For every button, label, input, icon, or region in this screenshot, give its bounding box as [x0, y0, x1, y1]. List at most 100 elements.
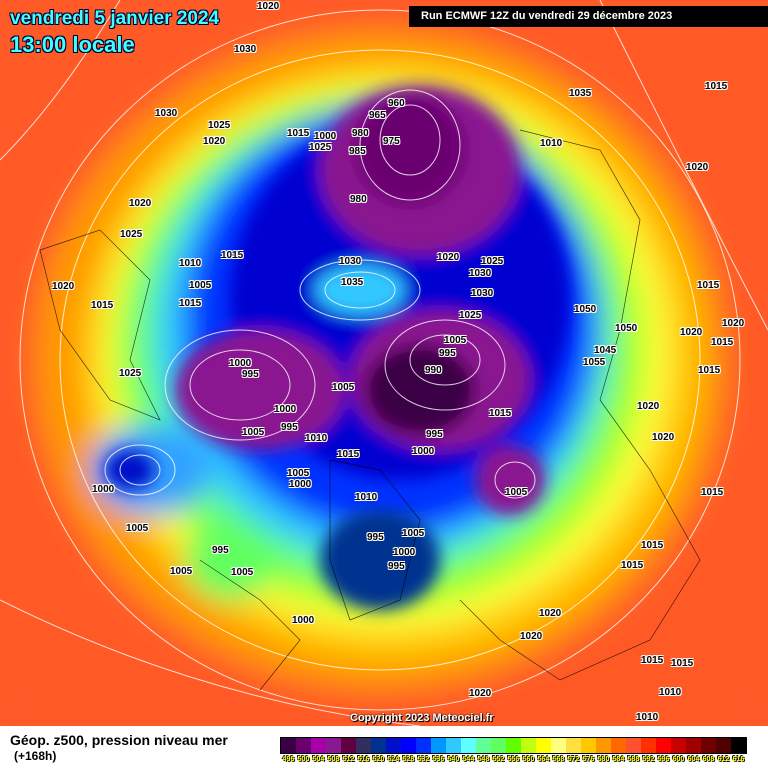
- isobar-label: 995: [426, 429, 443, 440]
- color-scale-swatch: [341, 738, 356, 753]
- isobar-label: 1005: [170, 566, 193, 577]
- isobar-label: 1010: [179, 258, 202, 269]
- isobar-label: 1015: [711, 337, 734, 348]
- color-scale-label: 532: [417, 756, 430, 763]
- isobar-label: 1045: [594, 345, 617, 356]
- isobar-label: 1035: [569, 88, 592, 99]
- color-scale-label: 544: [462, 756, 475, 763]
- color-scale-label: 520: [372, 756, 385, 763]
- isobar-label: 1005: [332, 382, 355, 393]
- color-scale-swatch: [731, 738, 746, 753]
- valid-date: vendredi 5 janvier 2024: [10, 8, 220, 29]
- isobar-label: 1020: [52, 281, 75, 292]
- copyright: Copyright 2023 Meteociel.fr: [350, 712, 494, 724]
- color-scale-label: 504: [312, 756, 325, 763]
- geopotential-field: [0, 0, 768, 726]
- isobar-label: 1015: [337, 449, 360, 460]
- color-scale-label: 576: [582, 756, 595, 763]
- color-scale-swatch: [551, 738, 566, 753]
- color-scale-swatch: [371, 738, 386, 753]
- color-scale-swatch: [416, 738, 431, 753]
- isobar-label: 1005: [242, 427, 265, 438]
- color-scale-swatch: [701, 738, 716, 753]
- isobar-label: 1015: [287, 128, 310, 139]
- color-scale-swatch: [431, 738, 446, 753]
- color-scale-label: 516: [357, 756, 370, 763]
- isobar-label: 1050: [615, 323, 638, 334]
- isobar-label: 960: [388, 98, 405, 109]
- color-scale-label: 560: [522, 756, 535, 763]
- isobar-label: 990: [425, 365, 442, 376]
- legend-footer: Géop. z500, pression niveau mer (+168h) …: [0, 726, 768, 768]
- legend-title: Géop. z500, pression niveau mer: [10, 732, 228, 748]
- color-scale-swatch: [386, 738, 401, 753]
- color-scale-swatch: [536, 738, 551, 753]
- isobar-label: 1000: [412, 446, 435, 457]
- color-scale-label: 592: [642, 756, 655, 763]
- isobar-label: 1000: [289, 479, 312, 490]
- isobar-label: 1015: [179, 298, 202, 309]
- color-scale-swatch: [491, 738, 506, 753]
- isobar-label: 1025: [481, 256, 504, 267]
- isobar-label: 1005: [505, 487, 528, 498]
- isobar-label: 1010: [636, 712, 659, 723]
- isobar-label: 1015: [671, 658, 694, 669]
- color-scale-swatch: [656, 738, 671, 753]
- isobar-label: 980: [350, 194, 367, 205]
- weather-map: vendredi 5 janvier 2024 13:00 locale Run…: [0, 0, 768, 726]
- color-scale-label: 604: [687, 756, 700, 763]
- isobar-label: 995: [281, 422, 298, 433]
- isobar-label: 1030: [469, 268, 492, 279]
- isobar-label: 975: [383, 136, 400, 147]
- isobar-label: 1015: [641, 540, 664, 551]
- color-scale-label: 580: [597, 756, 610, 763]
- color-scale-swatch: [401, 738, 416, 753]
- isobar-label: 995: [367, 532, 384, 543]
- isobar-label: 1025: [119, 368, 142, 379]
- isobar-label: 1025: [459, 310, 482, 321]
- isobar-label: 1030: [339, 256, 362, 267]
- color-scale-label: 540: [447, 756, 460, 763]
- isobar-label: 1020: [129, 198, 152, 209]
- color-scale-label: 556: [507, 756, 520, 763]
- color-scale-label: 600: [672, 756, 685, 763]
- color-scale-label: 512: [342, 756, 355, 763]
- isobar-label: 1035: [341, 277, 364, 288]
- isobar-label: 1000: [393, 547, 416, 558]
- isobar-label: 1050: [574, 304, 597, 315]
- color-scale-swatch: [461, 738, 476, 753]
- isobar-label: 1005: [126, 523, 149, 534]
- isobar-label: 1015: [489, 408, 512, 419]
- color-scale-swatch: [326, 738, 341, 753]
- color-scale-swatch: [476, 738, 491, 753]
- isobar-label: 1015: [697, 280, 720, 291]
- isobar-label: 1005: [231, 567, 254, 578]
- isobar-label: 995: [388, 561, 405, 572]
- color-scale-label: 616: [732, 756, 745, 763]
- color-scale-swatch: [521, 738, 536, 753]
- isobar-label: 1000: [229, 358, 252, 369]
- forecast-hour: (+168h): [14, 749, 57, 763]
- color-scale-swatch: [716, 738, 731, 753]
- color-scale-swatch: [686, 738, 701, 753]
- isobar-label: 1030: [234, 44, 257, 55]
- color-scale-label: 572: [567, 756, 580, 763]
- isobar-label: 1020: [637, 401, 660, 412]
- color-scale-swatch: [311, 738, 326, 753]
- color-scale-labels: 496 500 504 508 512 516 520 524 528 532 536 540 544 5…: [281, 756, 746, 763]
- color-scale-label: 612: [717, 756, 730, 763]
- color-scale-swatch: [281, 738, 296, 753]
- isobar-label: 1015: [641, 655, 664, 666]
- isobar-label: 1010: [305, 433, 328, 444]
- isobar-label: 1030: [155, 108, 178, 119]
- valid-time: 13:00 locale: [10, 32, 135, 57]
- color-scale-swatch: [566, 738, 581, 753]
- isobar-label: 995: [212, 545, 229, 556]
- isobar-label: 1005: [189, 280, 212, 291]
- isobar-label: 1020: [203, 136, 226, 147]
- isobar-label: 1005: [402, 528, 425, 539]
- isobar-label: 1055: [583, 357, 606, 368]
- isobar-label: 1015: [621, 560, 644, 571]
- isobar-label: 1020: [437, 252, 460, 263]
- isobar-label: 1020: [520, 631, 543, 642]
